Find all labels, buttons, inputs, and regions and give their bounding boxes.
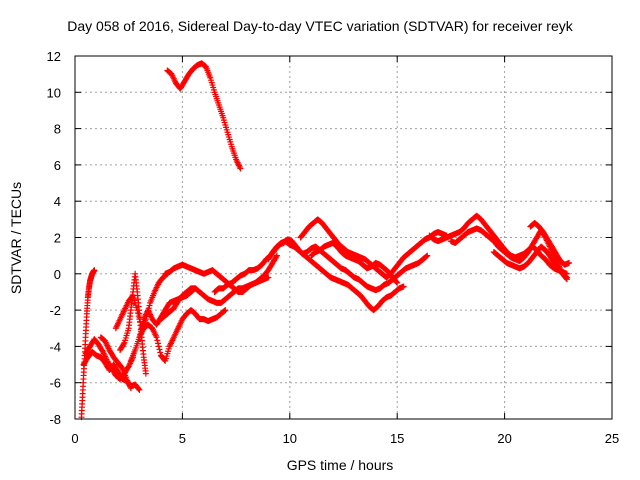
data-point (394, 279, 401, 286)
chart-title: Day 058 of 2016, Sidereal Day-to-day VTE… (67, 18, 573, 34)
data-point (91, 267, 98, 274)
data-point (154, 337, 161, 344)
data-point (135, 386, 142, 393)
x-tick-label: 20 (497, 431, 511, 446)
data-point (142, 370, 149, 377)
y-tick-label: 4 (54, 194, 61, 209)
data-point (156, 346, 163, 353)
data-point (140, 319, 147, 326)
y-tick-label: 6 (54, 158, 61, 173)
series-arc-q (447, 225, 570, 283)
x-tick-label: 25 (605, 431, 619, 446)
series-arc-j (162, 252, 280, 295)
series-arc-d (97, 334, 134, 392)
x-tick-label: 5 (179, 431, 186, 446)
data-point (155, 343, 162, 350)
data-point (265, 274, 272, 281)
data-point (563, 273, 570, 280)
data-point (393, 278, 400, 285)
data-point (153, 334, 160, 341)
y-tick-label: -8 (49, 412, 61, 427)
data-point (146, 302, 153, 309)
data-point (120, 340, 127, 347)
data-point (423, 253, 430, 260)
series-arc-o (308, 239, 401, 286)
data-point (566, 259, 573, 266)
x-axis-label: GPS time / hours (286, 457, 394, 473)
data-point (563, 274, 570, 281)
data-point (237, 165, 244, 172)
data-point (221, 307, 228, 314)
data-point (136, 386, 143, 393)
data-markers (78, 60, 573, 421)
x-tick-label: 10 (283, 431, 297, 446)
data-point (222, 307, 229, 314)
data-point (400, 283, 407, 290)
y-tick-label: 10 (47, 85, 61, 100)
series-arc-h (136, 307, 229, 364)
y-tick-label: -6 (49, 376, 61, 391)
data-point (157, 349, 164, 356)
data-point (424, 252, 431, 259)
y-tick-label: 2 (54, 231, 61, 246)
series-arc-r (490, 243, 570, 281)
series-arc-s (527, 219, 573, 268)
data-point (127, 385, 134, 392)
grid-lines (75, 56, 612, 419)
x-tick-label: 15 (390, 431, 404, 446)
data-point (273, 252, 280, 259)
axis-ticks: 0 5 10 15 20 25 -8 -6 -4 -2 0 2 4 6 8 10 12 (47, 49, 620, 446)
y-tick-label: 0 (54, 267, 61, 282)
x-tick-label: 0 (71, 431, 78, 446)
series-arc-k (164, 60, 244, 172)
y-tick-label: -2 (49, 303, 61, 318)
data-point (155, 340, 162, 347)
series-arc-f (117, 270, 149, 377)
y-tick-label: -4 (49, 339, 61, 354)
y-tick-label: 8 (54, 122, 61, 137)
series-arc-a (78, 267, 98, 421)
data-point (273, 253, 280, 260)
series-arc-n (297, 216, 450, 281)
y-tick-label: 12 (47, 49, 61, 64)
